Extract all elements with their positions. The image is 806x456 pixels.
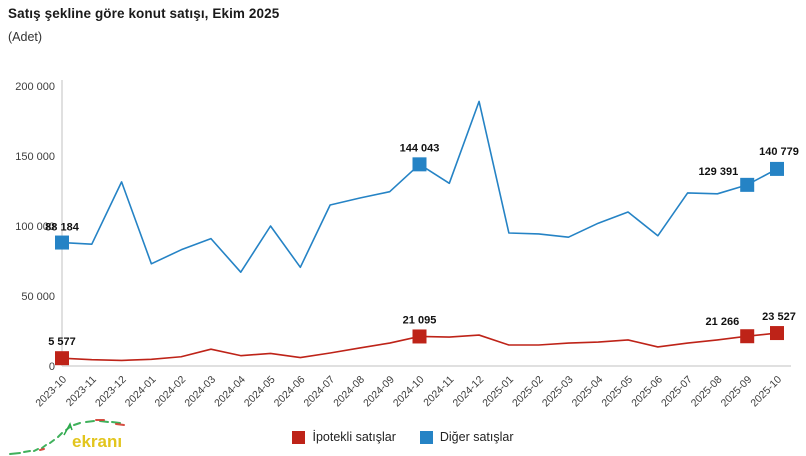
legend-item-ipotekli: İpotekli satışlar	[292, 430, 396, 444]
x-axis-tick-label: 2024-02	[153, 374, 189, 410]
y-axis-tick-label: 150 000	[15, 151, 55, 163]
data-point-marker	[770, 326, 784, 341]
data-point-label: 21 266	[706, 316, 740, 328]
data-point-label: 140 779	[759, 146, 799, 158]
data-point-label: 144 043	[400, 142, 440, 154]
data-point-marker	[412, 329, 427, 344]
data-point-marker	[770, 161, 784, 176]
y-axis-tick-label: 50 000	[21, 291, 55, 303]
y-axis-tick-label: 200 000	[15, 81, 55, 93]
x-axis-tick-label: 2023-11	[64, 374, 99, 409]
x-axis-tick-label: 2025-04	[570, 374, 606, 410]
x-axis-tick-label: 2024-09	[361, 374, 397, 410]
x-axis-tick-label: 2024-03	[182, 374, 218, 410]
data-point-marker	[55, 235, 69, 250]
x-axis-tick-label: 2024-06	[272, 374, 308, 410]
legend-label-diger: Diğer satışlar	[439, 430, 514, 444]
legend-swatch-diger	[419, 430, 433, 444]
unit-label: (Adet)	[8, 30, 43, 44]
chart-legend: İpotekli satışlar Diğer satışlar	[0, 430, 806, 444]
data-point-marker	[55, 351, 69, 366]
data-point-marker	[412, 157, 427, 172]
x-axis-tick-label: 2024-10	[391, 374, 427, 410]
data-point-label: 23 527	[762, 311, 796, 323]
y-axis-tick-label: 100 000	[15, 221, 55, 233]
x-axis-tick-label: 2025-06	[629, 374, 665, 410]
x-axis-tick-label: 2025-05	[599, 374, 635, 410]
x-axis-tick-label: 2023-12	[93, 374, 129, 410]
data-point-label: 129 391	[698, 166, 738, 178]
x-axis-tick-label: 2023-10	[33, 374, 69, 410]
x-axis-tick-label: 2024-08	[331, 374, 367, 410]
x-axis-tick-label: 2024-07	[302, 374, 338, 410]
x-axis-tick-label: 2024-05	[242, 374, 278, 410]
legend-item-diger: Diğer satışlar	[419, 430, 514, 444]
x-axis-tick-label: 2025-09	[719, 374, 755, 410]
y-axis-tick-label: 0	[49, 361, 55, 373]
x-axis-tick-label: 2024-04	[212, 374, 248, 410]
x-axis-tick-label: 2024-12	[450, 374, 486, 410]
x-axis-tick-label: 2025-07	[659, 374, 695, 410]
x-axis-tick-label: 2025-08	[689, 374, 725, 410]
legend-label-ipotekli: İpotekli satışlar	[312, 430, 396, 444]
x-axis-tick-label: 2025-01	[480, 374, 516, 410]
data-point-label: 21 095	[403, 314, 437, 326]
x-axis-tick-label: 2024-01	[123, 374, 159, 410]
page-title: Satış şekline göre konut satışı, Ekim 20…	[8, 6, 280, 21]
legend-swatch-ipotekli	[292, 430, 306, 444]
x-axis-tick-label: 2025-10	[748, 374, 784, 410]
x-axis-tick-label: 2025-02	[510, 374, 546, 410]
chart-header: Satış şekline göre konut satışı, Ekim 20…	[8, 6, 279, 44]
data-point-marker	[740, 329, 755, 344]
data-point-label: 5 577	[48, 336, 76, 348]
data-point-marker	[740, 177, 755, 192]
data-point-label: 88 184	[45, 222, 80, 234]
x-axis-tick-label: 2024-11	[421, 374, 456, 409]
x-axis-tick-label: 2025-03	[540, 374, 576, 410]
series-line	[61, 100, 778, 274]
